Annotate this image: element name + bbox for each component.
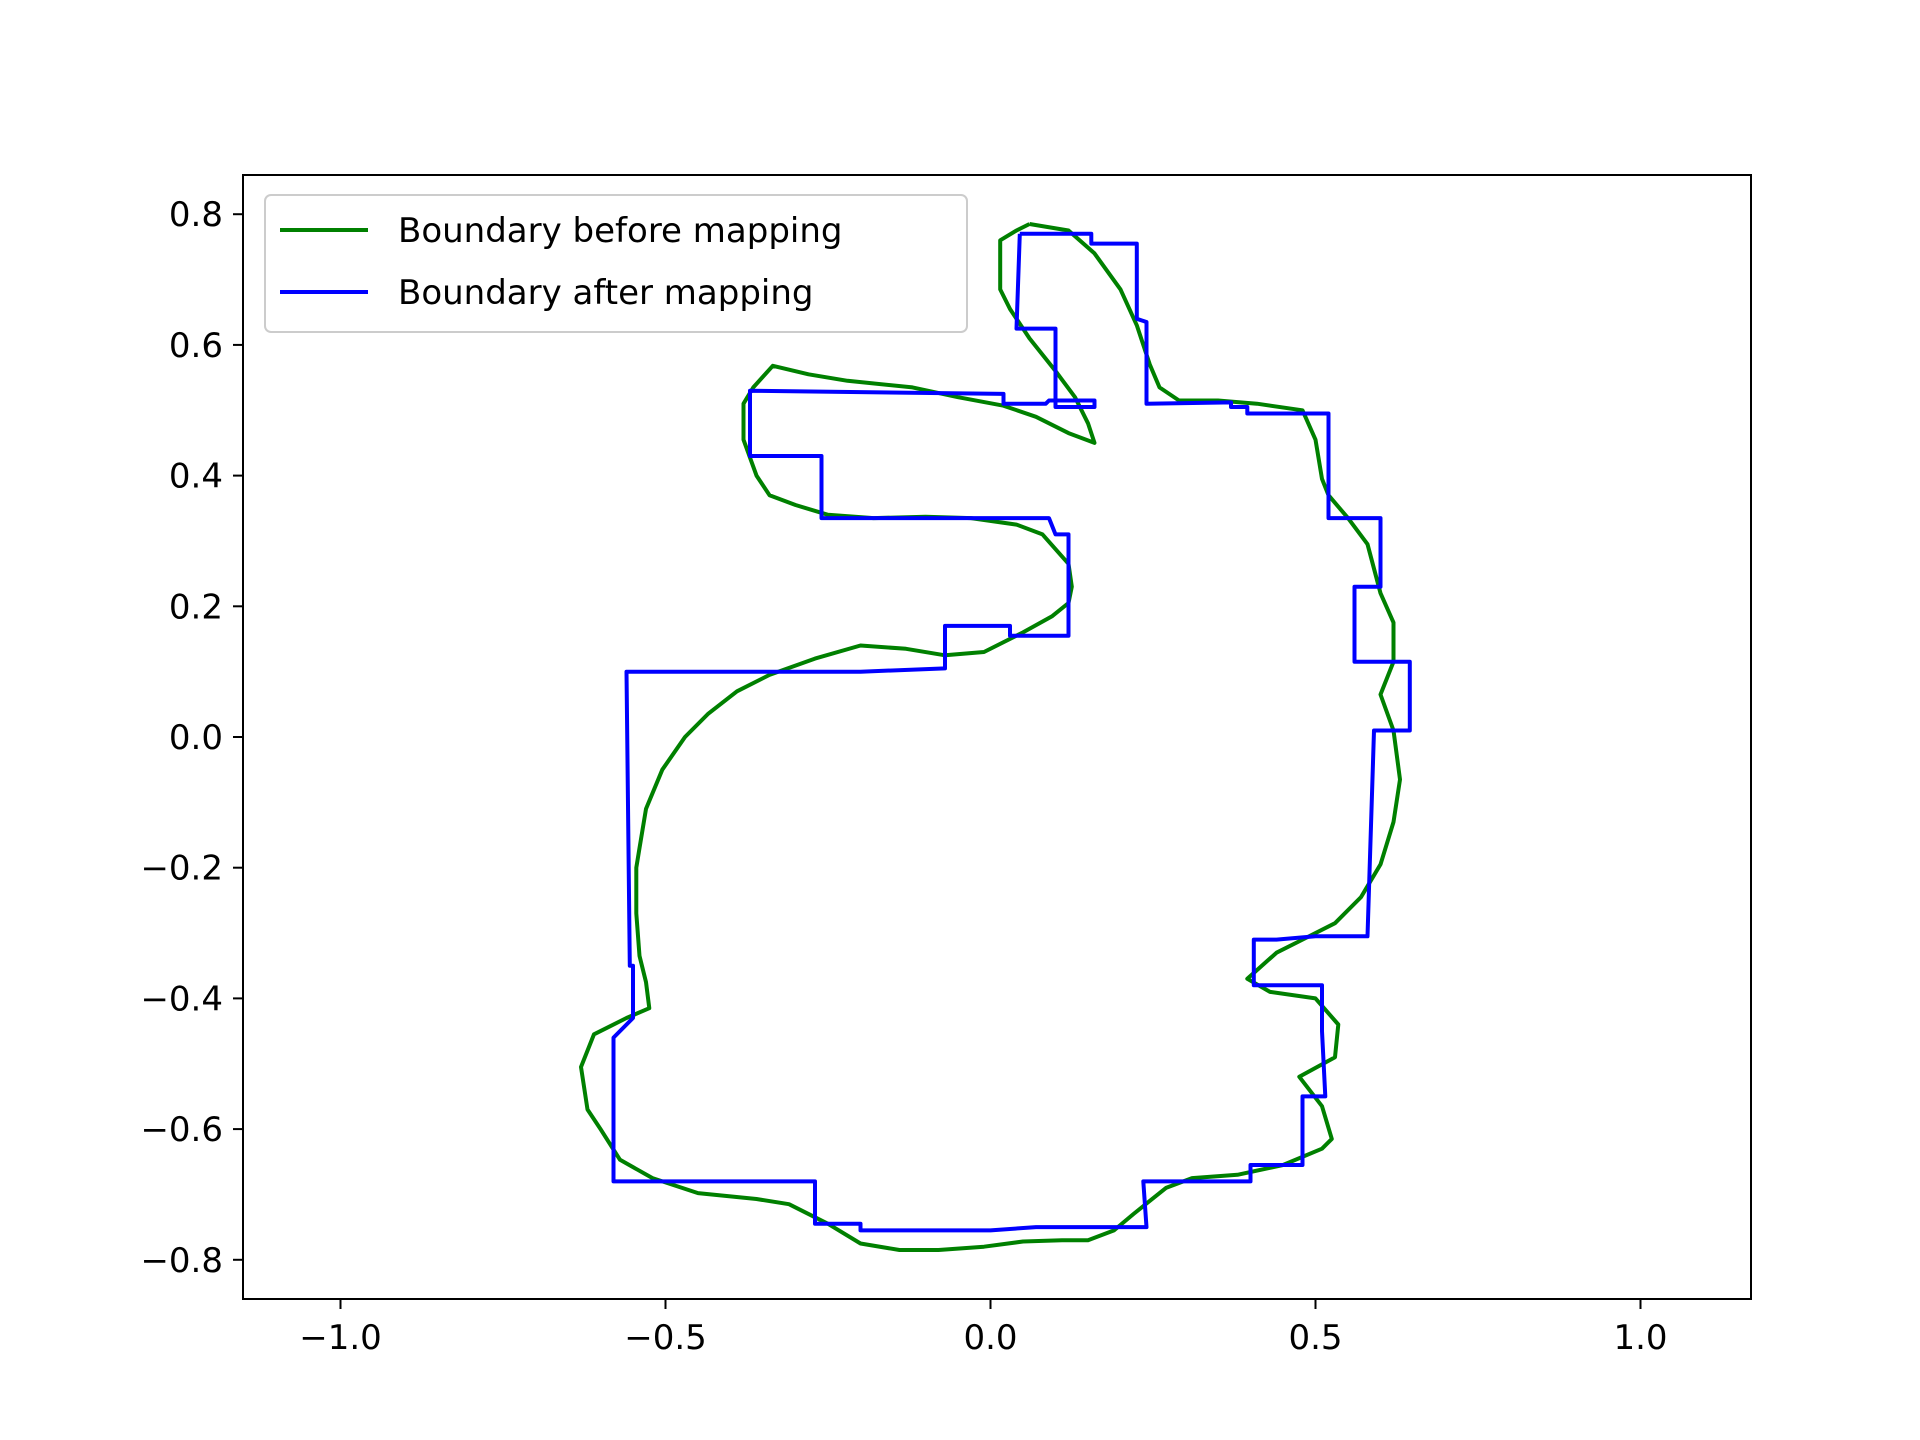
y-axis: 0.8 0.6 0.4 0.2 0.0 −0.2 −0.4 −0.6 −0.8 (140, 195, 243, 1281)
legend-label-after: Boundary after mapping (398, 273, 814, 313)
x-tick-label: 0.0 (963, 1318, 1017, 1358)
y-tick-label: 0.6 (169, 326, 223, 366)
x-tick-label: 0.5 (1288, 1318, 1342, 1358)
legend-label-before: Boundary before mapping (398, 211, 842, 251)
y-tick-label: 0.0 (169, 718, 223, 758)
legend: Boundary before mapping Boundary after m… (264, 194, 968, 333)
series-line-after-mapping (611, 231, 1412, 1233)
y-tick-label: 0.8 (169, 195, 223, 235)
y-tick-label: −0.6 (140, 1110, 223, 1150)
y-tick-label: 0.2 (169, 587, 223, 627)
series-line-before-mapping (579, 222, 1402, 1252)
y-tick-label: −0.4 (140, 979, 223, 1019)
y-tick-label: −0.8 (140, 1241, 223, 1281)
x-axis: −1.0 −0.5 0.0 0.5 1.0 (299, 1299, 1668, 1358)
y-tick-label: −0.2 (140, 849, 223, 889)
legend-box (264, 194, 968, 333)
x-tick-label: −1.0 (299, 1318, 382, 1358)
plot-frame (242, 174, 1752, 1300)
series-layer (579, 222, 1412, 1252)
x-tick-label: −0.5 (624, 1318, 707, 1358)
x-tick-label: 1.0 (1613, 1318, 1667, 1358)
y-tick-label: 0.4 (169, 457, 223, 497)
